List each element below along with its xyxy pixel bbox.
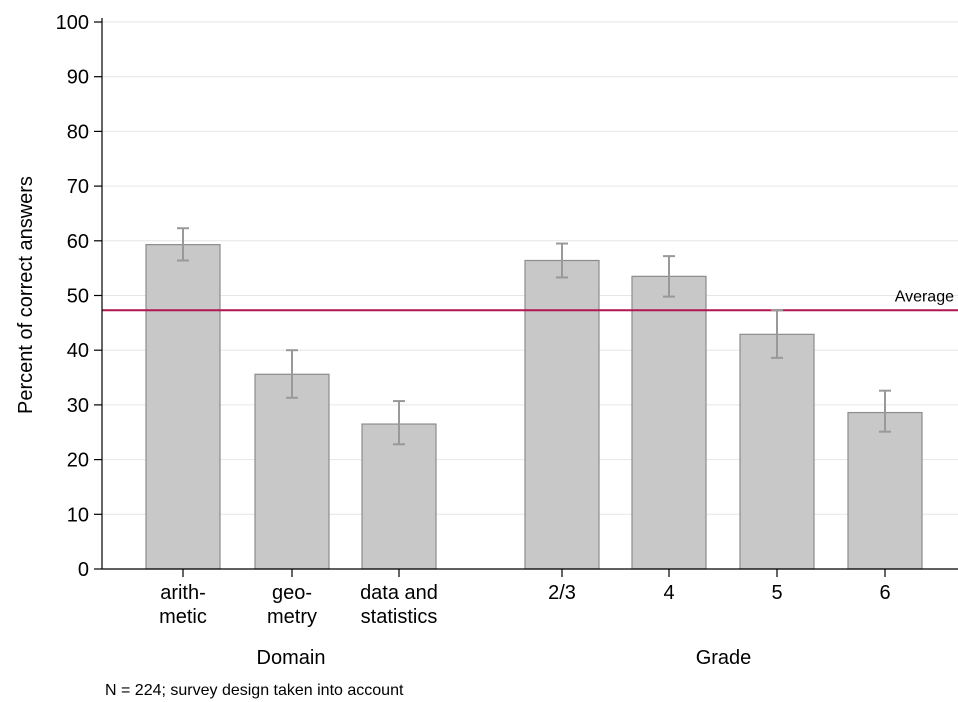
x-tick-label: metic — [159, 606, 207, 628]
x-tick-label: 6 — [879, 582, 890, 604]
y-tick-label: 80 — [67, 121, 89, 143]
y-tick-label: 90 — [67, 67, 89, 89]
y-tick-label: 0 — [78, 559, 89, 581]
y-tick-label: 30 — [67, 395, 89, 417]
x-tick-label: 5 — [771, 582, 782, 604]
y-tick-label: 70 — [67, 176, 89, 198]
bar — [145, 244, 221, 570]
bar — [524, 259, 600, 570]
y-tick-label: 100 — [56, 12, 89, 34]
y-tick-label: 10 — [67, 504, 89, 526]
bar — [631, 275, 707, 570]
footnote: N = 224; survey design taken into accoun… — [105, 682, 404, 699]
y-tick-label: 20 — [67, 450, 89, 472]
x-tick-label: data and — [360, 582, 438, 604]
y-tick-label: 40 — [67, 340, 89, 362]
bar — [739, 333, 815, 570]
x-tick-label: arith- — [160, 582, 206, 604]
group-label: Domain — [257, 647, 326, 669]
bar — [361, 423, 437, 570]
labels: 0 10 20 30 40 50 60 70 80 90 100 arith-metic geo-met… — [56, 12, 891, 669]
y-tick-label: 60 — [67, 231, 89, 253]
x-tick-label: statistics — [361, 606, 438, 628]
group-label: Grade — [696, 647, 752, 669]
average-reference: Average — [102, 288, 958, 312]
bar — [847, 411, 923, 570]
y-axis-title: Percent of correct answers — [15, 176, 37, 414]
y-tick-label: 50 — [67, 286, 89, 308]
x-tick-label: metry — [267, 606, 317, 628]
bar — [254, 373, 330, 570]
error-bars — [177, 227, 891, 446]
average-label: Average — [895, 288, 954, 305]
x-tick-label: geo- — [272, 582, 312, 604]
bars — [145, 244, 923, 570]
x-tick-label: 4 — [663, 582, 674, 604]
x-tick-label: 2/3 — [548, 582, 576, 604]
axes — [94, 18, 958, 577]
